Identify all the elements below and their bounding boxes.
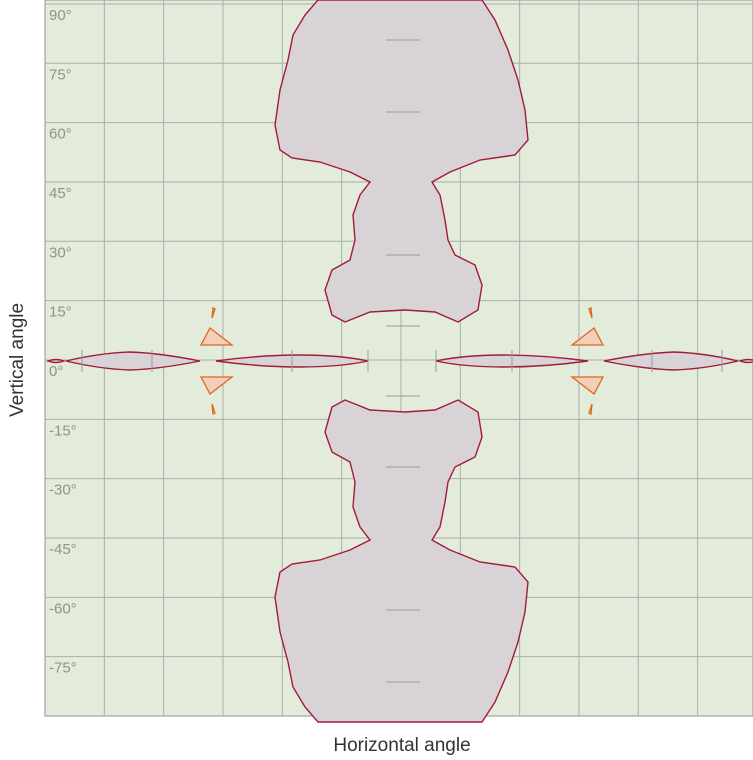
wedge	[588, 306, 593, 319]
y-tick-label: 0°	[49, 363, 63, 380]
y-tick-label: 30°	[49, 244, 72, 261]
y-tick-label: 90°	[49, 7, 72, 24]
x-axis-title: Horizontal angle	[333, 735, 470, 756]
regions	[46, 0, 753, 723]
y-tick-label: -45°	[49, 541, 77, 558]
region	[46, 358, 66, 364]
y-tick-label: -15°	[49, 422, 77, 439]
y-tick-label: 15°	[49, 304, 72, 321]
y-tick-label: -75°	[49, 660, 77, 677]
y-tick-label: -30°	[49, 482, 77, 499]
wedge	[570, 327, 605, 346]
region	[274, 0, 529, 323]
upper-region	[199, 0, 605, 346]
wedge	[199, 327, 234, 346]
y-tick-label: 45°	[49, 185, 72, 202]
side-regions	[46, 350, 369, 372]
region	[65, 351, 201, 371]
y-axis-title: Vertical angle	[7, 303, 28, 417]
y-tick-label: -60°	[49, 600, 77, 617]
y-tick-label: 60°	[49, 126, 72, 143]
wedge	[211, 306, 216, 319]
y-tick-label: 75°	[49, 66, 72, 83]
